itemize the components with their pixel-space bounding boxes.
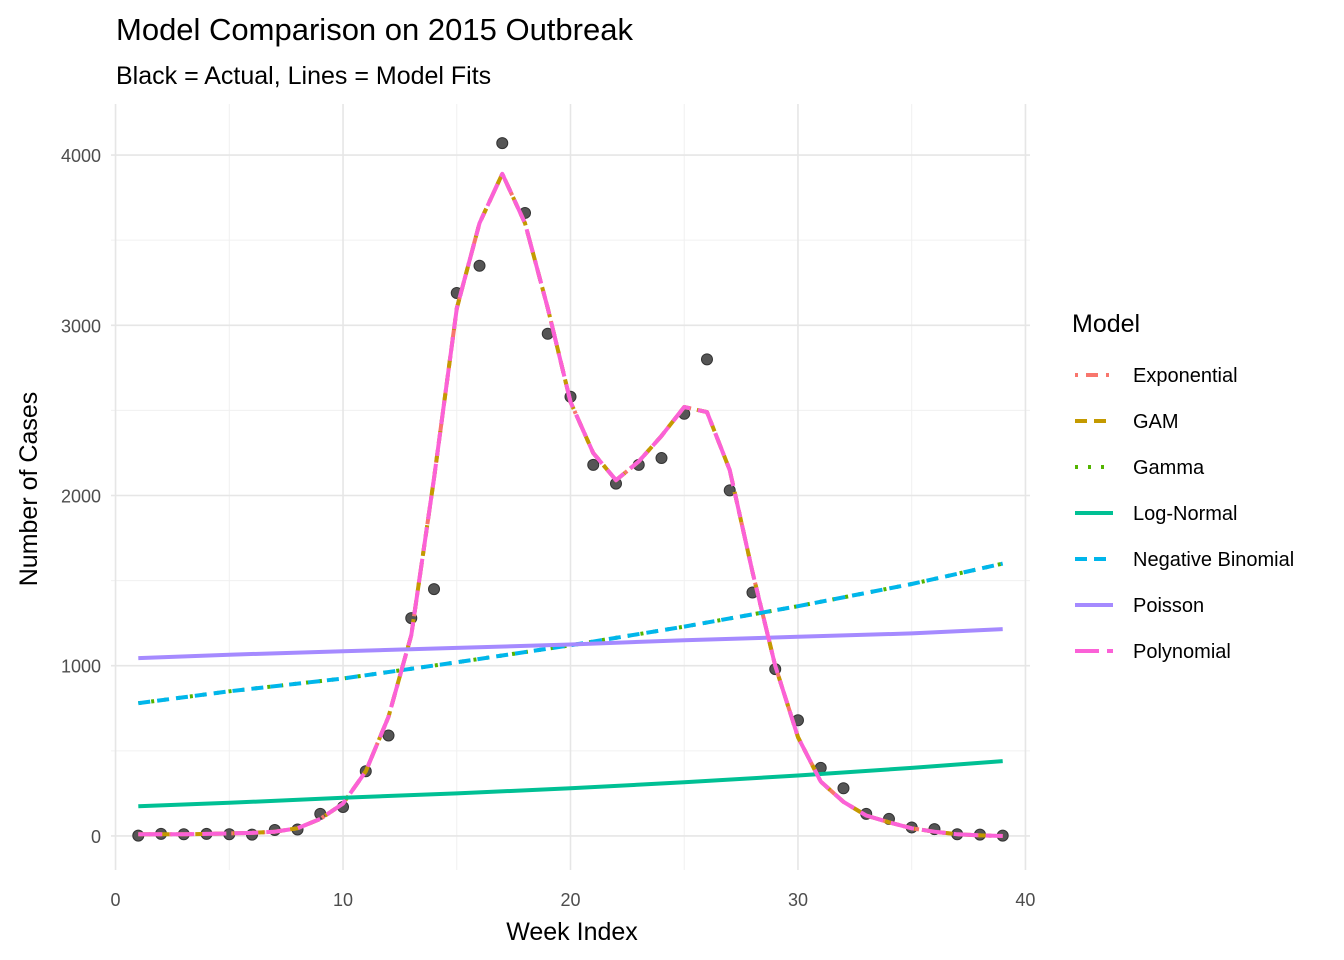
legend-label: Gamma <box>1133 457 1205 479</box>
actual-data-point <box>700 353 713 366</box>
actual-data-point <box>382 729 395 742</box>
y-tick-label: 0 <box>91 827 101 847</box>
y-tick-label: 2000 <box>61 487 101 507</box>
actual-data-point <box>655 452 668 465</box>
legend-label: GAM <box>1133 411 1179 433</box>
x-tick-label: 30 <box>788 890 808 910</box>
legend: Model Exponential GAM Gamma Log-Normal Negat… <box>1072 310 1294 663</box>
series-line-poisson <box>138 627 1003 661</box>
chart-title: Model Comparison on 2015 Outbreak <box>116 12 633 47</box>
legend-label: Negative Binomial <box>1133 549 1294 571</box>
x-axis-title: Week Index <box>506 918 638 946</box>
legend-title: Model <box>1072 310 1140 338</box>
grid-lines <box>111 104 1030 870</box>
legend-label: Polynomial <box>1133 641 1231 663</box>
axis-tick-labels: 0 10 20 30 40 0 1000 2000 3000 4000 <box>61 146 1036 910</box>
legend-label: Poisson <box>1133 595 1204 617</box>
y-axis-title: Number of Cases <box>15 392 43 587</box>
actual-data-point <box>837 782 850 795</box>
x-tick-label: 10 <box>333 890 353 910</box>
actual-data-point <box>496 137 509 150</box>
actual-data-point <box>428 583 441 596</box>
actual-data-point <box>723 484 736 497</box>
x-tick-label: 20 <box>560 890 580 910</box>
y-tick-label: 4000 <box>61 146 101 166</box>
series-line-negative-binomial <box>138 561 1004 706</box>
model-fit-lines <box>138 171 1004 838</box>
series-line-polynomial <box>138 171 1003 838</box>
actual-data-point <box>587 458 600 471</box>
x-tick-label: 0 <box>111 890 121 910</box>
y-tick-label: 1000 <box>61 657 101 677</box>
y-tick-label: 3000 <box>61 316 101 336</box>
actual-data-point <box>473 259 486 272</box>
legend-label: Exponential <box>1133 365 1238 387</box>
series-line-log-normal <box>138 759 1003 809</box>
chart-subtitle: Black = Actual, Lines = Model Fits <box>116 62 491 90</box>
x-tick-label: 40 <box>1015 890 1035 910</box>
legend-label: Log-Normal <box>1133 503 1237 525</box>
